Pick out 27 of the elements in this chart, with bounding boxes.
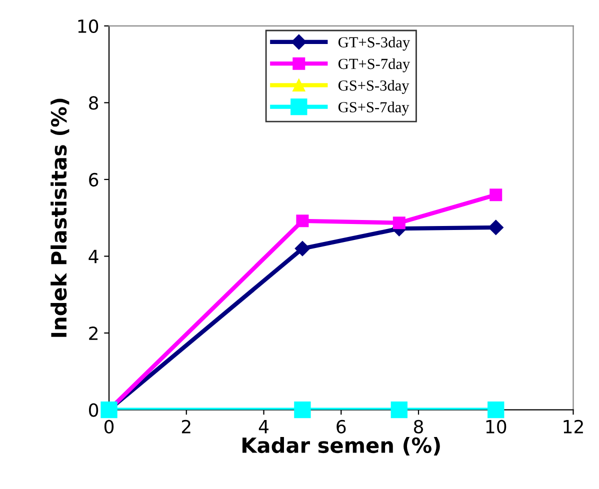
x-tick-label: 6 <box>336 420 346 434</box>
y-tick-label: 6 <box>89 172 98 187</box>
point <box>294 240 310 256</box>
y-tick-label: 0 <box>89 403 98 417</box>
y-tick-label: 4 <box>88 250 98 264</box>
legend-label: GT+S-7day <box>338 58 410 72</box>
point <box>392 216 406 230</box>
y-tick-label: 8 <box>89 96 98 110</box>
x-tick-label: 2 <box>182 420 190 434</box>
legend-label: GS+S-3day <box>338 80 410 94</box>
legend-label: GS+S-7day <box>338 102 410 116</box>
point <box>294 401 311 418</box>
point <box>488 401 504 418</box>
x-tick-label: 8 <box>414 420 424 434</box>
x-tick-label: 12 <box>564 420 583 434</box>
x-tick-label: 4 <box>258 420 268 434</box>
y-axis-title: Indek Plastisitas (%) <box>50 98 70 337</box>
x-tick-label: 0 <box>104 420 114 434</box>
y-tick-label: 2 <box>89 326 98 340</box>
point <box>296 214 309 228</box>
point <box>490 188 502 202</box>
y-tick-label: 10 <box>78 19 98 34</box>
legend-label: GT+S-3day <box>338 36 410 51</box>
point <box>390 401 408 418</box>
x-tick-label: 10 <box>486 420 506 434</box>
point <box>488 220 504 236</box>
x-axis-title: Kadar semen (%) <box>242 436 440 456</box>
